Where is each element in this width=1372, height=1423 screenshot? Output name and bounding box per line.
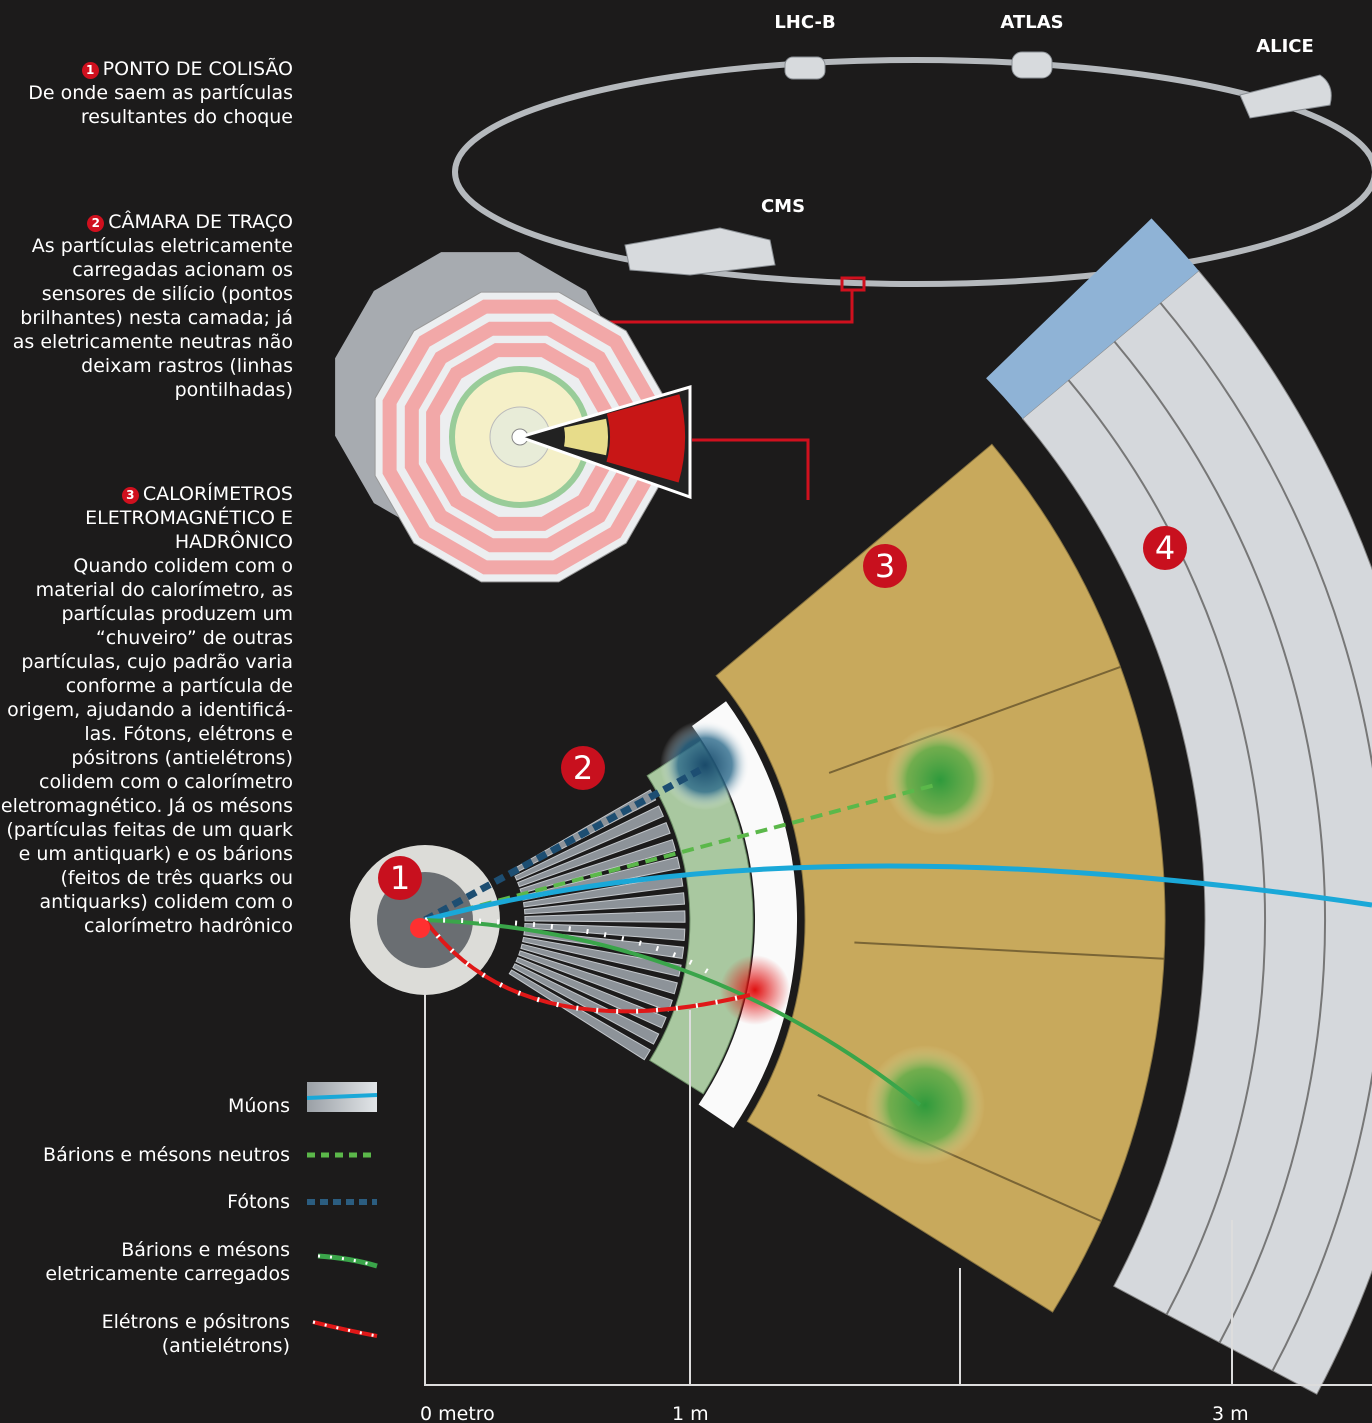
wedge-red (606, 394, 686, 483)
scale-lines (424, 990, 1372, 1386)
calorimeter-seam (854, 941, 1165, 960)
ring-label: ALICE (1256, 36, 1314, 57)
legend-label: Múons (227, 1095, 290, 1117)
pointer-line (580, 290, 854, 324)
wedge-yellow (564, 418, 609, 456)
scale-label: 1 m (672, 1403, 709, 1423)
tracker-fin (508, 969, 651, 1061)
swatch-muon (306, 1093, 378, 1100)
magnet-layer (404, 321, 636, 553)
tracker-fin (524, 922, 686, 941)
note-text: Quando colidem com o material do calorím… (0, 555, 293, 937)
tracker-fin (524, 910, 686, 923)
tracker-fin (514, 805, 665, 881)
magnet-layer (426, 343, 614, 531)
neutral-track (424, 783, 936, 922)
ring-label: ATLAS (1000, 12, 1064, 33)
legend-label: Elétrons e pósitrons (antielétrons) (101, 1311, 290, 1357)
muon-layer (1113, 340, 1326, 1343)
marker: 4 (1143, 526, 1187, 570)
muon-top (986, 218, 1199, 419)
legend-swatches (306, 1082, 378, 1338)
marker: 1 (378, 856, 422, 900)
note-badge: 2 (87, 215, 105, 232)
muon-layer (1067, 379, 1266, 1315)
note-title: CALORÍMETROS ELETROMAGNÉTICO E HADRÔNICO (85, 483, 293, 553)
collision-point (410, 918, 430, 938)
solenoid (692, 701, 798, 1128)
detector-slice (350, 218, 1372, 1395)
tracker-fin (512, 963, 660, 1045)
shower (885, 725, 995, 835)
note-title: PONTO DE COLISÃO (102, 58, 293, 80)
legend-label: Fótons (227, 1191, 290, 1213)
shower (865, 1045, 985, 1165)
note: 3 CALORÍMETROS ELETROMAGNÉTICO E HADRÔNIC… (0, 482, 293, 938)
detectors (624, 51, 1332, 292)
cms-detector (624, 227, 776, 276)
photon-track (423, 766, 702, 924)
accelerator-ring (452, 57, 1372, 287)
tracker-fin (517, 821, 671, 888)
swatch-electron (312, 1320, 378, 1338)
atlas-detector (1011, 51, 1053, 79)
scale-label: 3 m (1212, 1403, 1249, 1423)
note: 1 PONTO DE COLISÃO De onde saem as partícu… (0, 57, 293, 129)
note-text: As partículas eletricamente carregadas a… (12, 235, 293, 401)
marker: 3 (863, 544, 907, 588)
note-text: De onde saem as partículas resultantes d… (28, 82, 293, 128)
ring-label: CMS (760, 196, 806, 217)
legend-label: Bárions e mésons eletricamente carregado… (45, 1239, 290, 1285)
scale-label: 0 metro (420, 1403, 495, 1423)
charged-track (424, 918, 922, 1107)
hadron-calorimeter (715, 443, 1166, 1313)
swatch-charged (317, 1253, 378, 1269)
tracker-fin (523, 892, 686, 915)
electron-hits (422, 918, 751, 1014)
note: 2 CÂMARA DE TRAÇO As partículas eletricame… (0, 210, 293, 402)
shower (660, 720, 750, 810)
marker: 2 (561, 746, 605, 790)
cross-section (335, 252, 692, 583)
muon-chamber (1021, 270, 1372, 1395)
note-title: CÂMARA DE TRAÇO (108, 211, 293, 233)
note-badge: 3 (121, 487, 139, 504)
muon-layer (1159, 302, 1372, 1372)
pointer-line (692, 438, 810, 500)
legend-label: Bárions e mésons neutros (43, 1144, 290, 1166)
tracker-fin (519, 839, 677, 894)
tracker-fin (521, 936, 682, 977)
alice-detector (1239, 74, 1332, 119)
ring-label: LHC-B (774, 12, 836, 33)
tracker-fin (520, 943, 678, 995)
lhcb-detector (784, 56, 826, 80)
magnet-layer (382, 299, 658, 575)
muon-track (424, 863, 1372, 923)
note-badge: 1 (81, 62, 99, 79)
